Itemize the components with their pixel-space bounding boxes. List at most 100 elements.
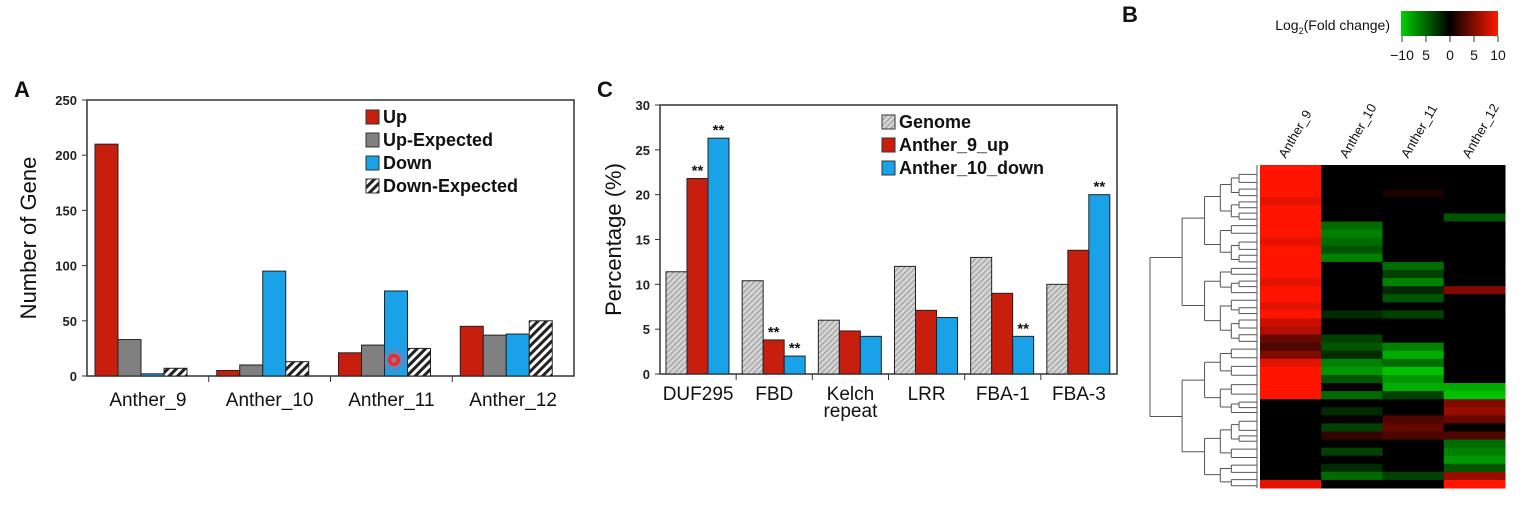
bar-down-expected <box>163 367 188 377</box>
bar-genome <box>741 280 764 375</box>
bar-down-expected <box>407 347 431 377</box>
heatmap-cell <box>1260 189 1322 198</box>
heatmap-cell <box>1260 342 1322 352</box>
panel-label-c: C <box>597 77 613 102</box>
heatmap-cell <box>1321 245 1383 255</box>
colorbar-tick-label: −10 <box>1390 47 1414 63</box>
heatmap-cell <box>1321 165 1383 174</box>
bar-up <box>459 325 484 377</box>
heatmap-cell <box>1443 189 1506 198</box>
heatmap-cell <box>1382 310 1445 319</box>
x-tick-label: Anther_12 <box>469 390 557 411</box>
colorbar-tick-label: 5 <box>1470 47 1478 63</box>
bar-anther-10-down <box>1088 194 1111 375</box>
heatmap-cell <box>1382 229 1445 239</box>
y-tick-label: 100 <box>55 259 77 274</box>
heatmap-cell <box>1382 286 1445 295</box>
y-tick-label: 150 <box>55 203 77 218</box>
heatmap-cell <box>1382 439 1445 449</box>
significance-mark: ** <box>1093 179 1105 196</box>
significance-mark: ** <box>789 340 801 357</box>
heatmap-cell <box>1443 173 1506 182</box>
heatmap-cell <box>1260 358 1322 368</box>
heatmap-cell <box>1382 391 1445 400</box>
y-tick-label: 30 <box>636 98 650 113</box>
heatmap-cell <box>1321 173 1383 182</box>
heatmap-cell <box>1260 391 1322 400</box>
heatmap-cell <box>1443 326 1506 336</box>
heatmap-cell <box>1443 269 1506 279</box>
heatmap-cell <box>1382 278 1445 287</box>
x-tick-label: FBA-3 <box>1052 384 1106 405</box>
heatmap-cell <box>1443 181 1506 190</box>
heatmap-cell <box>1260 165 1322 174</box>
heatmap-cell <box>1321 366 1383 376</box>
heatmap-cell <box>1260 471 1322 481</box>
heatmap-cell <box>1382 269 1445 279</box>
panel-label-b: B <box>1122 2 1138 27</box>
heatmap-cell <box>1260 423 1322 432</box>
legend-label: Up-Expected <box>383 130 493 150</box>
heatmap-cell <box>1321 350 1383 360</box>
heatmap-cell <box>1382 181 1445 190</box>
heatmap-cell <box>1260 253 1322 263</box>
legend-swatch <box>365 178 380 194</box>
heatmap-cell <box>1382 479 1445 489</box>
bar-anther-10-down <box>1012 335 1035 375</box>
heatmap-cell <box>1321 471 1383 481</box>
heatmap-cell <box>1260 229 1322 239</box>
heatmap-cell <box>1382 245 1445 255</box>
heatmap-cell <box>1443 165 1506 174</box>
heatmap-cell <box>1260 455 1322 465</box>
heatmap-cell <box>1260 205 1322 214</box>
bar-genome <box>817 319 840 375</box>
y-tick-label: 15 <box>636 233 650 248</box>
heatmap-cell <box>1321 326 1383 336</box>
heatmap-cell <box>1321 479 1383 489</box>
y-tick-label: 0 <box>643 367 650 382</box>
heatmap-cell <box>1321 221 1383 231</box>
bar-up-expected <box>482 334 507 377</box>
colorbar-title: Log2(Fold change) <box>1275 17 1390 36</box>
x-tick-label: FBA-1 <box>976 384 1030 405</box>
heatmap-cell <box>1260 213 1322 223</box>
heatmap-cell <box>1382 399 1445 408</box>
heatmap-cell <box>1260 479 1322 489</box>
heatmap-cell <box>1443 221 1506 231</box>
heatmap-cell <box>1321 423 1383 432</box>
heatmap-cell <box>1382 334 1445 344</box>
bar-up <box>94 143 119 377</box>
heatmap-cell <box>1321 383 1383 392</box>
heatmap-cell <box>1260 407 1322 416</box>
x-tick-label: DUF295 <box>663 384 734 405</box>
bar-anther-9-up <box>991 292 1014 375</box>
y-tick-label: 5 <box>643 322 650 337</box>
colorbar-tick-label: 10 <box>1490 47 1506 63</box>
heatmap-cell <box>1260 431 1322 441</box>
heatmap-cell <box>1443 479 1506 489</box>
heatmap-cell <box>1443 278 1506 287</box>
heatmap-cell <box>1382 366 1445 376</box>
heatmap-cell <box>1382 350 1445 360</box>
heatmap-cell <box>1443 253 1506 263</box>
heatmap-cell <box>1321 205 1383 214</box>
heatmap-cell <box>1321 334 1383 344</box>
heatmap-cell <box>1321 342 1383 352</box>
heatmap-cell <box>1382 213 1445 223</box>
heatmap-cell <box>1382 294 1445 303</box>
heatmap-column-label: Anther_9 <box>1275 107 1314 160</box>
x-tick-label: Anther_9 <box>109 390 186 411</box>
legend-label: Genome <box>899 112 971 132</box>
heatmap-column-label: Anther_11 <box>1398 102 1441 161</box>
heatmap-cell <box>1321 229 1383 239</box>
bar-chart-gene-counts: 0 50 100 150 200 250 Anther_9 Anther_10 Anther_1… <box>16 93 575 411</box>
heatmap-cell <box>1382 415 1445 424</box>
heatmap-cell <box>1321 374 1383 384</box>
heatmap-cell <box>1321 197 1383 206</box>
heatmap-cell <box>1321 463 1383 473</box>
heatmap-cell <box>1321 407 1383 416</box>
heatmap-cell <box>1382 447 1445 457</box>
bar-anther-9-up <box>686 178 709 375</box>
heatmap-cell <box>1443 334 1506 344</box>
heatmap-cell <box>1382 253 1445 263</box>
